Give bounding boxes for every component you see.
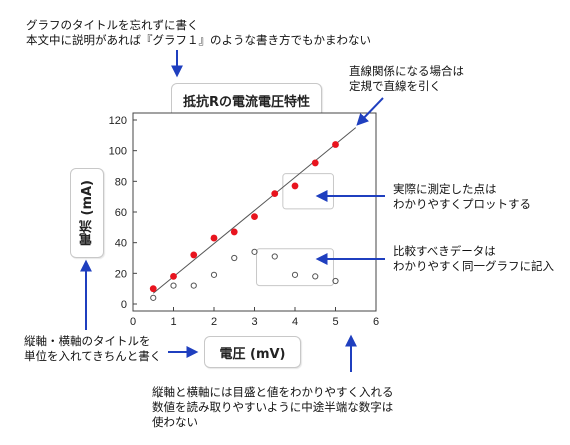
x-tick-label: 2 — [211, 316, 217, 328]
y-tick-label: 80 — [115, 176, 127, 188]
linear-tip-note: 直線関係になる場合は 定規で直線を引く — [349, 64, 464, 94]
linear-tip-line-1: 直線関係になる場合は — [349, 64, 464, 78]
comparison-point — [312, 273, 319, 280]
measured-point — [170, 273, 177, 280]
compare-tip-note: 比較すべきデータは わかりやすく同一グラフに記入 — [393, 244, 554, 274]
title-tip-line-2: 本文中に説明があれば『グラフ１』のような書き方でもかまわない — [26, 33, 371, 47]
fit-line — [152, 127, 357, 294]
axis-title-tip-line-2: 単位を入れてきちんと書く — [24, 349, 162, 363]
measured-point — [251, 213, 258, 221]
title-tip-line-1: グラフのタイトルを忘れずに書く — [26, 18, 199, 32]
y-tick-label: 0 — [121, 299, 127, 311]
comparison-point — [251, 248, 258, 255]
measured-point — [271, 190, 279, 198]
comparison-point — [291, 271, 299, 278]
measured-point — [311, 159, 319, 167]
linear-tip-line-2: 定規で直線を引く — [349, 79, 441, 93]
x-tick-label: 0 — [130, 316, 136, 328]
measured-tip-line-2: わかりやすくプロットする — [393, 197, 531, 211]
measured-tip-note: 実際に測定した点は わかりやすくプロットする — [393, 182, 531, 212]
plot-area-frame — [132, 112, 377, 312]
compare-tip-line-1: 比較すべきデータは — [393, 244, 496, 258]
y-tick-label: 100 — [109, 146, 127, 158]
highlight-box — [256, 248, 334, 287]
tick-tip-note: 縦軸と横軸には目盛と値をわかりやすく入れる 数値を読み取りやすいように中途半端な… — [152, 385, 394, 430]
y-axis-label-box: 電流 (mA) — [70, 168, 104, 258]
axis-title-tip-note: 縦軸・横軸のタイトルを 単位を入れてきちんと書く — [24, 334, 161, 364]
comparison-point — [271, 253, 278, 260]
x-tick-label: 4 — [292, 316, 298, 328]
title-tip-note: グラフのタイトルを忘れずに書く 本文中に説明があれば『グラフ１』のような書き方で… — [26, 18, 371, 48]
measured-point — [230, 228, 238, 236]
comparison-point — [332, 277, 339, 285]
compare-tip-line-2: わかりやすく同一グラフに記入 — [393, 259, 554, 273]
measured-point — [149, 285, 157, 293]
tick-tip-line-1: 縦軸と横軸には目盛と値をわかりやすく入れる — [152, 385, 394, 399]
y-tick-label: 120 — [109, 115, 127, 127]
x-tick-label: 1 — [170, 316, 176, 328]
y-tick-label: 60 — [115, 207, 127, 219]
comparison-point — [210, 271, 218, 278]
measured-point — [190, 251, 198, 259]
measured-point — [332, 141, 339, 148]
comparison-point — [231, 254, 238, 262]
measured-point — [291, 182, 299, 190]
highlight-box — [282, 173, 334, 210]
y-tick-label: 40 — [115, 238, 127, 250]
x-tick-label: 6 — [373, 316, 379, 328]
x-tick-label: 5 — [332, 316, 338, 328]
measured-tip-line-1: 実際に測定した点は — [393, 182, 497, 196]
chart-title-box: 抵抗Rの電流電圧特性 — [171, 83, 322, 118]
comparison-point — [150, 294, 157, 301]
x-tick-label: 3 — [251, 316, 257, 328]
x-axis-label: 電圧 (mV) — [219, 346, 286, 362]
fit-line-arrow — [356, 97, 384, 126]
y-tick-label: 20 — [115, 268, 127, 280]
comparison-point — [170, 282, 177, 289]
x-axis-label-box: 電圧 (mV) — [204, 336, 301, 368]
comparison-point — [190, 282, 197, 289]
axis-title-tip-line-1: 縦軸・横軸のタイトルを — [24, 334, 151, 348]
tick-tip-line-3: 使わない — [152, 415, 198, 429]
chart-title: 抵抗Rの電流電圧特性 — [182, 95, 310, 110]
measured-point — [210, 234, 218, 242]
tick-tip-line-2: 数値を読み取りやすいように中途半端な数字は — [152, 400, 394, 414]
